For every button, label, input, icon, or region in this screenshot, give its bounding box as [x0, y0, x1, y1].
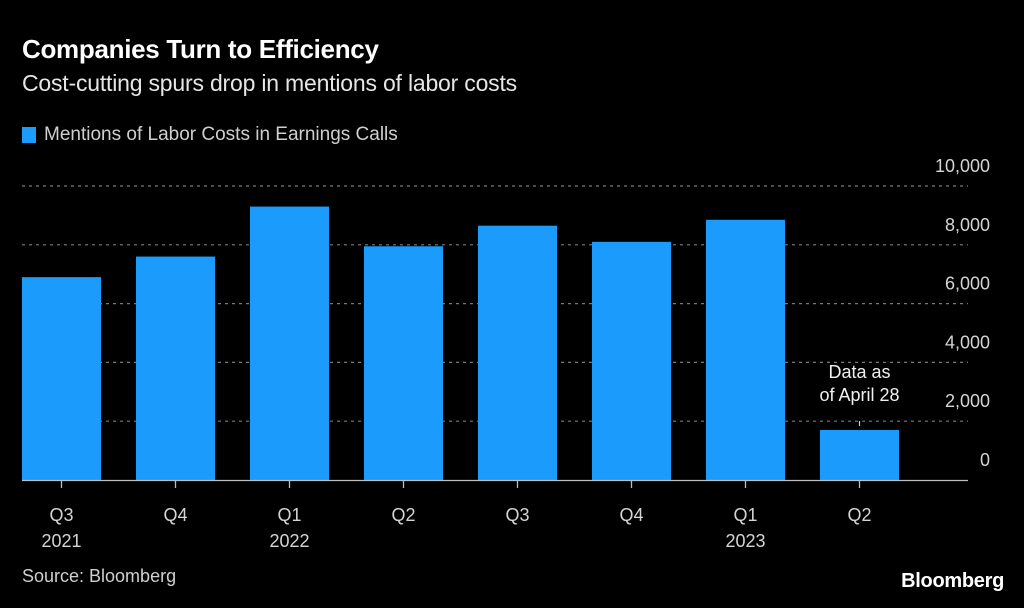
legend-swatch [22, 127, 36, 143]
y-tick-label: 6,000 [945, 274, 990, 294]
x-axis [22, 479, 968, 488]
bars [22, 206, 899, 480]
x-tick-label: Q3 [505, 505, 529, 525]
x-tick-label: Q1 [277, 505, 301, 525]
x-tick-label: Q4 [163, 505, 187, 525]
bar [364, 246, 443, 480]
y-tick-label: 8,000 [945, 215, 990, 235]
legend-label: Mentions of Labor Costs in Earnings Call… [44, 124, 398, 145]
y-tick-label: 0 [980, 450, 990, 470]
annotation-text: Data as [828, 362, 890, 382]
bar [250, 206, 329, 480]
chart-subtitle: Cost-cutting spurs drop in mentions of l… [22, 70, 517, 96]
bar [22, 277, 101, 480]
x-tick-label: Q1 [733, 505, 757, 525]
legend: Mentions of Labor Costs in Earnings Call… [22, 124, 398, 146]
annotation-text: of April 28 [819, 385, 899, 405]
bar [136, 256, 215, 480]
x-tick-label-year: 2022 [269, 531, 309, 551]
source-note: Source: Bloomberg [22, 566, 177, 586]
x-tick-label: Q4 [619, 505, 643, 525]
x-tick-label: Q2 [847, 505, 871, 525]
y-tick-label: 10,000 [935, 156, 990, 176]
x-tick-label: Q3 [49, 505, 73, 525]
x-tick-label-year: 2023 [725, 531, 765, 551]
bar [478, 225, 557, 480]
bar [592, 241, 671, 480]
x-axis-labels: Q3 2021 Q4 Q1 2022 Q2 Q3 Q4 Q1 2023 Q2 [41, 505, 871, 551]
x-tick-label: Q2 [391, 505, 415, 525]
bar [820, 430, 899, 480]
y-axis-labels: 0 2,000 4,000 6,000 8,000 10,000 [935, 156, 990, 470]
bar [706, 219, 785, 480]
brand-logo: Bloomberg [901, 570, 1004, 592]
x-tick-label-year: 2021 [41, 531, 81, 551]
y-tick-label: 4,000 [945, 332, 990, 352]
annotations: Data as of April 28 [819, 362, 900, 427]
chart-title: Companies Turn to Efficiency [22, 34, 379, 64]
y-tick-label: 2,000 [945, 391, 990, 411]
